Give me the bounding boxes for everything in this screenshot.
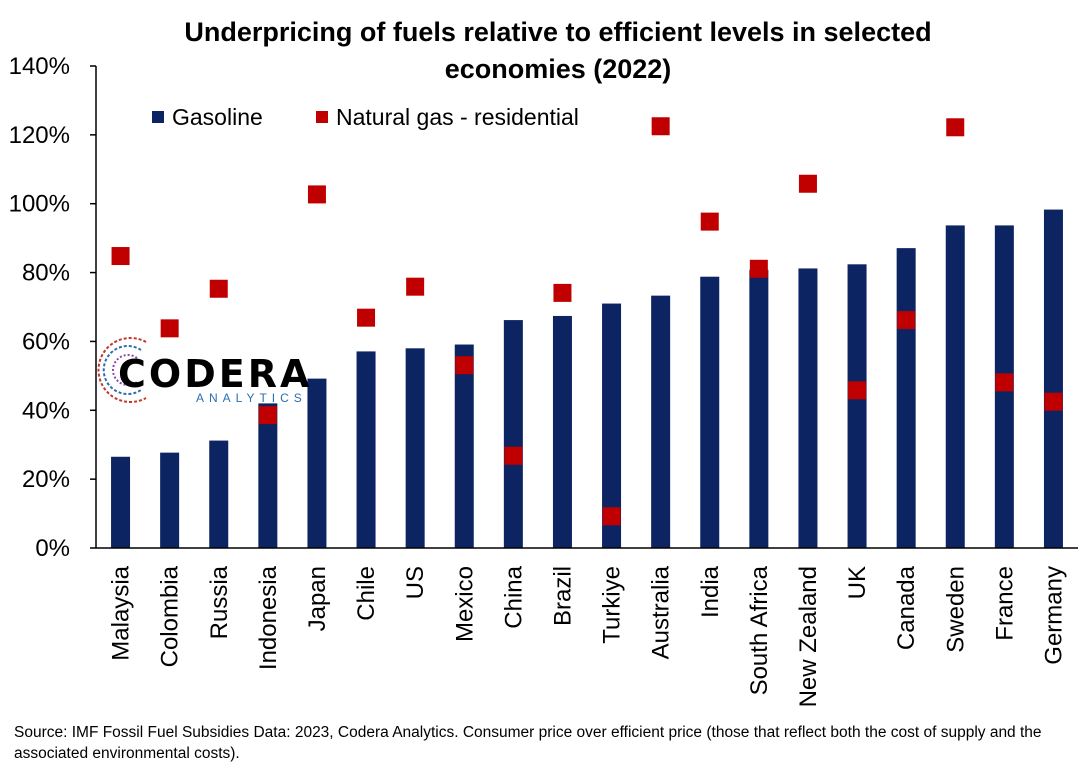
- chart-title-line-2: economies (2022): [445, 54, 672, 84]
- x-tick-label: Germany: [1040, 566, 1067, 665]
- marker-natural-gas: [258, 406, 277, 425]
- x-tick-label: India: [697, 565, 724, 618]
- bar-gasoline: [454, 344, 474, 548]
- logo-name: CODERA: [118, 352, 312, 396]
- bar-gasoline: [749, 269, 769, 548]
- logo-subtitle: ANALYTICS: [196, 391, 307, 405]
- x-tick-label: Mexico: [451, 566, 478, 642]
- x-tick-label: Australia: [648, 565, 675, 659]
- bar-gasoline: [1043, 209, 1063, 548]
- bar-gasoline: [503, 320, 523, 548]
- chart-title-line-1: Underpricing of fuels relative to effici…: [184, 17, 931, 47]
- marker-natural-gas: [160, 319, 179, 338]
- x-tick-label: Malaysia: [108, 565, 135, 660]
- source-note: Source: IMF Fossil Fuel Subsidies Data: …: [14, 724, 1042, 762]
- x-tick-label: Brazil: [549, 566, 576, 626]
- bar-gasoline: [552, 315, 572, 548]
- marker-natural-gas: [209, 279, 228, 298]
- marker-natural-gas: [1044, 392, 1063, 411]
- bar-gasoline: [798, 268, 818, 548]
- x-tick-label: Japan: [304, 566, 331, 631]
- marker-natural-gas: [406, 277, 425, 296]
- marker-natural-gas: [651, 117, 670, 136]
- x-axis-labels: Malaysia Colombia Russia Indonesia Japan Chil…: [108, 565, 1068, 707]
- marker-natural-gas: [307, 185, 326, 204]
- codera-logo: CODERA ANALYTICS: [97, 337, 312, 405]
- marker-natural-gas: [995, 373, 1014, 392]
- legend-swatch-gasoline: [152, 111, 164, 123]
- x-tick-label: Canada: [893, 565, 920, 650]
- x-tick-label: Turkiye: [599, 566, 626, 644]
- gasoline-bars: [111, 209, 1063, 548]
- bar-gasoline: [602, 303, 622, 548]
- marker-natural-gas: [111, 247, 130, 266]
- x-tick-label: France: [991, 566, 1018, 641]
- marker-natural-gas: [357, 308, 376, 327]
- y-tick-label: 140%: [9, 53, 70, 80]
- x-tick-label: Sweden: [942, 566, 969, 653]
- bar-gasoline: [945, 225, 965, 548]
- bar-gasoline: [847, 264, 867, 548]
- marker-natural-gas: [602, 507, 621, 526]
- x-tick-label: UK: [844, 566, 871, 599]
- bar-gasoline: [209, 440, 229, 548]
- x-tick-label: China: [500, 565, 527, 628]
- marker-natural-gas: [749, 259, 768, 278]
- x-tick-label: US: [402, 566, 429, 599]
- bar-gasoline: [307, 378, 327, 548]
- marker-natural-gas: [553, 283, 572, 302]
- bar-gasoline: [896, 248, 916, 548]
- y-tick-label: 40%: [22, 397, 70, 424]
- x-tick-label: Russia: [206, 565, 233, 639]
- marker-natural-gas: [798, 174, 817, 193]
- x-tick-label: Colombia: [157, 565, 184, 667]
- logo-mark-icon: [97, 337, 147, 403]
- legend-label-gasoline: Gasoline: [172, 104, 263, 130]
- marker-natural-gas: [897, 311, 916, 330]
- y-tick-label: 120%: [9, 122, 70, 149]
- x-tick-label: South Africa: [746, 565, 773, 695]
- x-tick-label: New Zealand: [795, 566, 822, 707]
- bar-gasoline: [405, 348, 425, 548]
- axes: [95, 66, 1078, 549]
- bar-gasoline: [700, 276, 720, 548]
- legend: Gasoline Natural gas - residential: [152, 104, 579, 130]
- marker-natural-gas: [946, 118, 965, 137]
- marker-natural-gas: [455, 356, 474, 375]
- bar-gasoline: [160, 452, 180, 548]
- y-tick-label: 60%: [22, 328, 70, 355]
- natural-gas-markers: [111, 117, 1063, 526]
- legend-swatch-natural-gas: [316, 111, 328, 123]
- y-tick-label: 100%: [9, 191, 70, 218]
- y-axis-ticks: 0% 20% 40% 60% 80% 100% 120% 140%: [9, 53, 96, 562]
- bar-gasoline: [651, 295, 671, 548]
- y-tick-label: 80%: [22, 260, 70, 287]
- x-tick-label: Chile: [353, 566, 380, 621]
- bar-gasoline: [356, 351, 376, 548]
- marker-natural-gas: [848, 381, 867, 400]
- y-tick-label: 20%: [22, 466, 70, 493]
- legend-label-natural-gas: Natural gas - residential: [336, 104, 579, 130]
- bar-gasoline: [111, 456, 131, 548]
- marker-natural-gas: [504, 446, 523, 465]
- bar-gasoline: [258, 403, 278, 548]
- x-tick-label: Indonesia: [255, 565, 282, 670]
- y-tick-label: 0%: [35, 535, 70, 562]
- marker-natural-gas: [700, 212, 719, 231]
